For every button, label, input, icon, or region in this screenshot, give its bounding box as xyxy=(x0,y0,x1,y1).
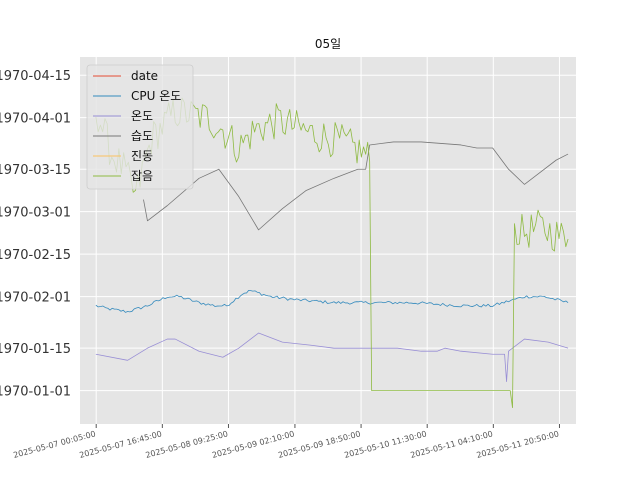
y-tick-label: 1970-02-15 xyxy=(0,248,71,263)
legend-label: 온도 xyxy=(131,109,153,123)
y-tick-label: 1970-04-01 xyxy=(0,112,71,127)
legend-label: 잡음 xyxy=(131,169,153,183)
y-tick-label: 1970-03-15 xyxy=(0,163,71,178)
y-axis: 1970-01-01 1970-01-15 1970-02-01 1970-02-15… xyxy=(0,69,71,399)
series-line xyxy=(95,289,569,313)
y-tick-label: 1970-01-15 xyxy=(0,342,71,357)
legend-label: 습도 xyxy=(131,129,153,143)
y-tick-label: 1970-03-01 xyxy=(0,206,71,221)
series-line xyxy=(143,141,569,231)
chart-title: 05일 xyxy=(315,37,341,51)
series-line xyxy=(95,332,569,382)
legend-label: date xyxy=(131,69,158,83)
legend-label: CPU 온도 xyxy=(131,89,181,103)
y-tick-label: 1970-02-01 xyxy=(0,291,71,306)
y-tick-label: 1970-01-01 xyxy=(0,385,71,400)
legend-label: 진동 xyxy=(131,149,153,163)
y-tick-label: 1970-04-15 xyxy=(0,69,71,84)
